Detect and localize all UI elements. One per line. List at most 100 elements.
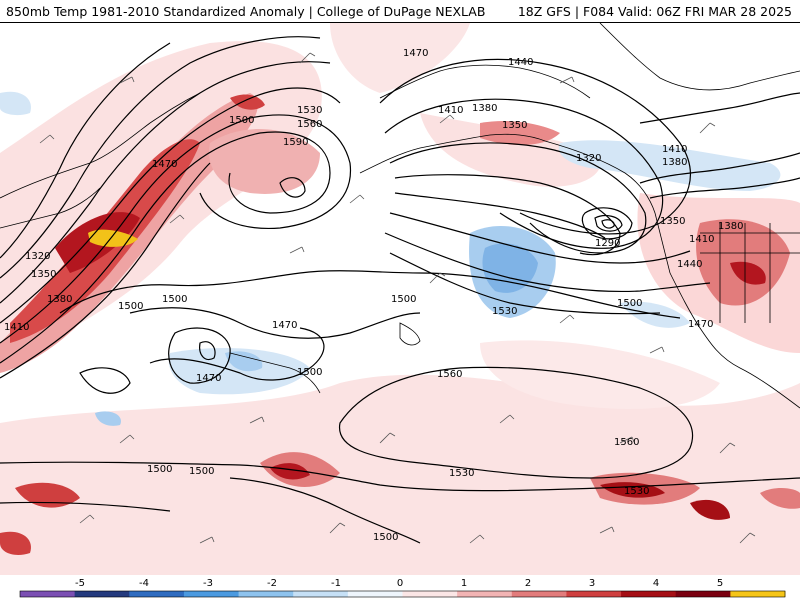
colorbar-tick-label: 5 xyxy=(717,578,723,589)
height-contour xyxy=(0,36,321,279)
coastlines xyxy=(0,23,800,409)
wind-barb xyxy=(249,416,265,424)
colorbar-swatch xyxy=(347,591,403,597)
contour-label: 1500 xyxy=(617,298,642,309)
height-contour xyxy=(639,92,800,124)
height-contour xyxy=(594,215,623,232)
height-contour xyxy=(0,61,331,304)
wind-barb xyxy=(699,122,716,134)
warm-anomaly-band xyxy=(690,499,730,520)
height-contour xyxy=(389,252,661,315)
wind-barb xyxy=(499,414,515,424)
contour-label: 1500 xyxy=(373,532,398,543)
colorbar-tick-label: -5 xyxy=(75,578,85,589)
wind-barb xyxy=(719,442,736,454)
wind-barb xyxy=(349,194,365,204)
height-contour xyxy=(581,207,633,240)
contour-label: 1410 xyxy=(689,234,714,245)
contour-label: 1320 xyxy=(576,153,601,164)
contour-label: 1380 xyxy=(47,294,72,305)
cool-anomaly-area xyxy=(95,411,121,426)
warm-anomaly-band xyxy=(15,482,80,508)
contour-label: 1410 xyxy=(662,144,687,155)
wind-barbs xyxy=(39,52,756,544)
colorbar-swatch xyxy=(20,591,76,597)
contour-label: 1290 xyxy=(595,238,620,249)
height-contour xyxy=(601,219,615,229)
colorbar-tick-label: -3 xyxy=(203,578,213,589)
contour-label: 1500 xyxy=(118,301,143,312)
wind-barb xyxy=(39,134,55,144)
wind-barb xyxy=(559,314,575,324)
contour-label: 1380 xyxy=(472,103,497,114)
cool-anomaly-area xyxy=(0,91,31,116)
colorbar-tick-label: -1 xyxy=(331,578,341,589)
colorbar-tick-label: 1 xyxy=(461,578,467,589)
wind-barb xyxy=(379,432,396,444)
contour-label: 1470 xyxy=(403,48,428,59)
height-contour xyxy=(0,131,331,364)
height-contour xyxy=(279,177,306,198)
height-contour xyxy=(0,114,351,344)
height-contour xyxy=(384,232,711,293)
colorbar-tick-labels: -5 -4 -3 -2 -1 0 1 2 3 4 5 xyxy=(75,578,723,589)
wind-barb xyxy=(599,526,615,534)
height-contour xyxy=(379,58,691,235)
contour-label: 1590 xyxy=(283,137,308,148)
title-bar: 850mb Temp 1981-2010 Standardized Anomal… xyxy=(0,0,800,23)
wind-barb xyxy=(299,52,316,64)
warm-anomaly-area xyxy=(730,261,766,285)
height-contour xyxy=(389,212,691,264)
coastline xyxy=(229,352,321,394)
contour-label: 1500 xyxy=(297,367,322,378)
colorbar-swatch xyxy=(129,591,185,597)
height-contour xyxy=(0,501,171,512)
colorbar-swatch xyxy=(293,591,349,597)
colorbar-tick-label: 0 xyxy=(397,578,403,589)
warm-anomaly-area xyxy=(420,113,602,187)
height-contour xyxy=(0,162,211,379)
contour-label: 1500 xyxy=(147,464,172,475)
coastline xyxy=(399,322,421,346)
height-contours xyxy=(0,36,800,544)
contour-label: 1500 xyxy=(162,294,187,305)
colorbar-swatch xyxy=(566,591,622,597)
colorbar-swatch xyxy=(511,591,567,597)
anomaly-shading xyxy=(0,23,800,575)
contour-label: 1530 xyxy=(449,468,474,479)
contour-label: 1320 xyxy=(25,251,50,262)
height-contour xyxy=(389,142,647,254)
cool-anomaly-area xyxy=(168,348,310,395)
contour-label: 1440 xyxy=(677,259,702,270)
colorbar-swatch xyxy=(675,591,731,597)
extreme-anomaly-spot xyxy=(88,229,138,247)
wind-barb xyxy=(649,346,665,354)
contour-label: 1560 xyxy=(437,369,462,380)
height-contour xyxy=(649,177,800,199)
wind-barb xyxy=(289,246,305,254)
contour-label: 1470 xyxy=(152,159,177,170)
wind-barb xyxy=(169,214,185,224)
colorbar-swatch xyxy=(457,591,513,597)
colorbar-tick-label: 3 xyxy=(589,578,595,589)
wind-barb xyxy=(429,272,446,284)
height-contour xyxy=(339,366,694,479)
height-contour xyxy=(394,174,621,256)
coastline xyxy=(0,92,201,199)
warm-anomaly-area xyxy=(330,23,470,93)
height-contour xyxy=(639,152,800,184)
anomaly-map: 1470 1440 1410 1380 1350 1530 1560 1590 … xyxy=(0,23,800,575)
model-run-info: 18Z GFS | F084 Valid: 06Z FRI MAR 28 202… xyxy=(517,4,792,19)
height-contour xyxy=(149,327,325,381)
coastline xyxy=(700,223,800,323)
contour-label: 1530 xyxy=(624,486,649,497)
colorbar-tick-label: -4 xyxy=(139,578,149,589)
contour-label: 1470 xyxy=(196,373,221,384)
coastline xyxy=(0,187,101,229)
contour-label: 1530 xyxy=(492,306,517,317)
contour-labels: 1470 1440 1410 1380 1350 1530 1560 1590 … xyxy=(4,48,743,543)
height-contour xyxy=(129,307,421,339)
colorbar-tick-label: -2 xyxy=(267,578,277,589)
warm-anomaly-area xyxy=(0,374,800,575)
warm-anomaly-band xyxy=(760,488,800,509)
